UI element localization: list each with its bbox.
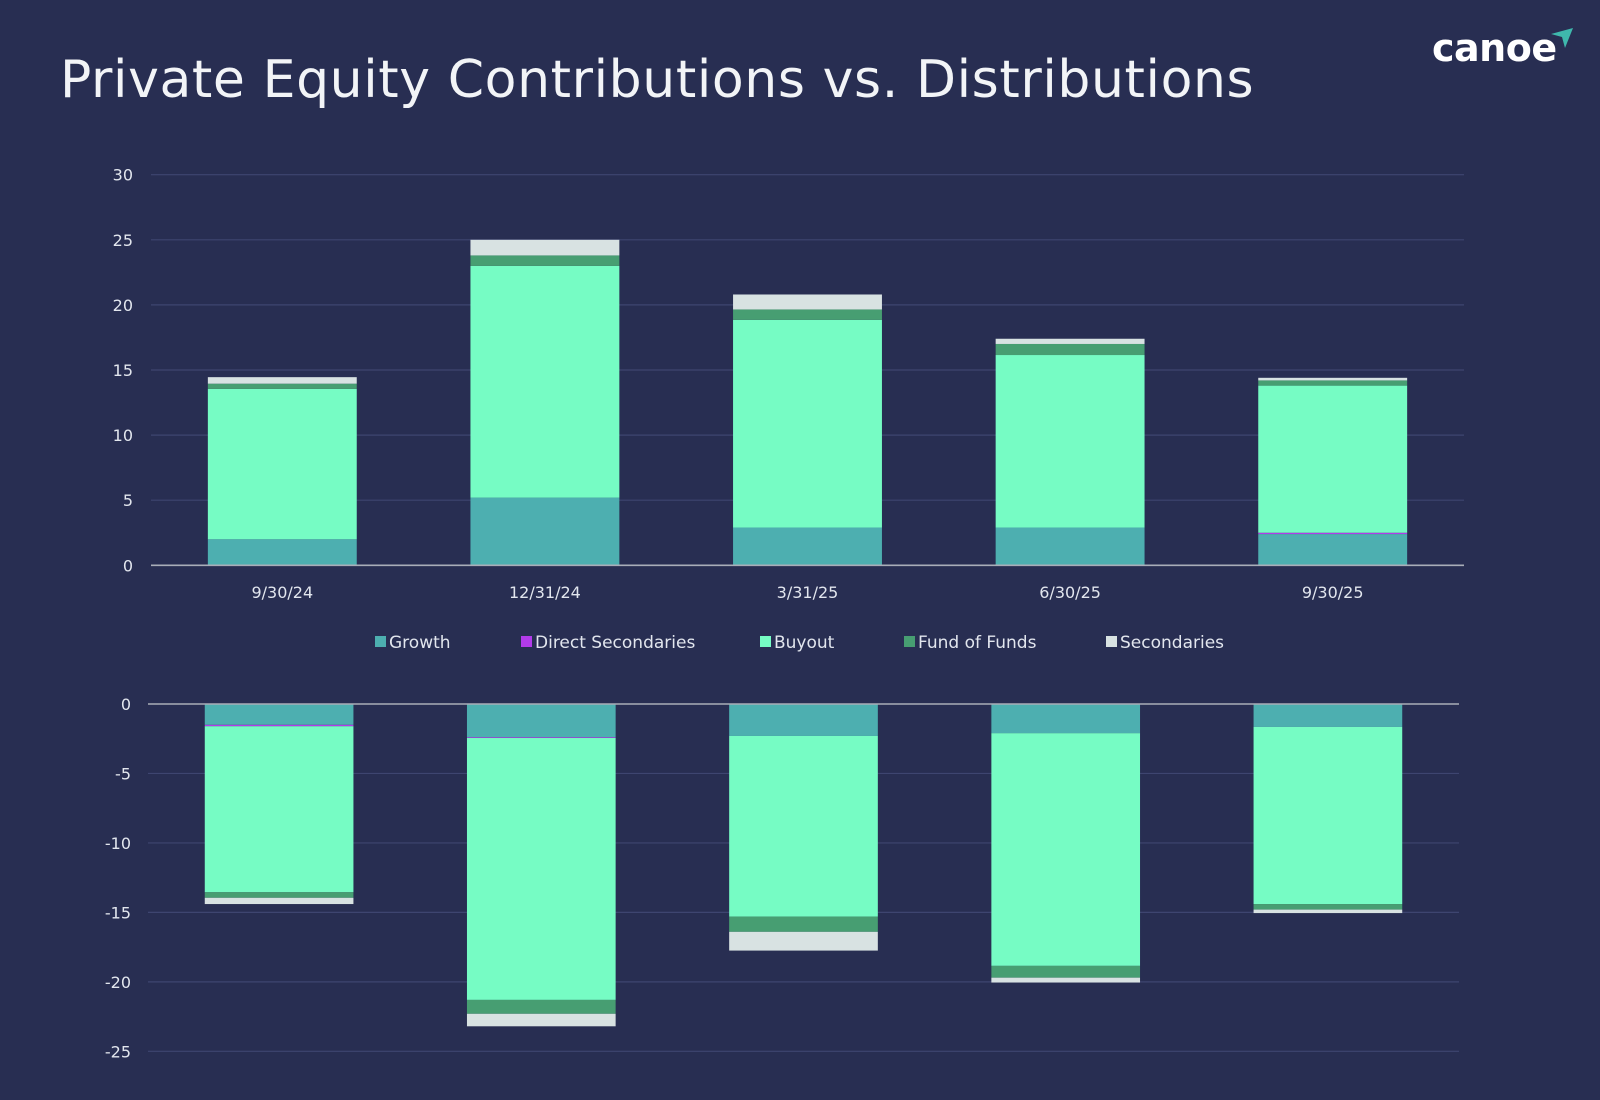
bar-segment-growth	[991, 704, 1141, 734]
legend-item: Fund of Funds	[904, 633, 1037, 653]
bar-segment-buyout	[1258, 385, 1408, 533]
legend-swatch	[760, 636, 771, 647]
bar-segment-growth	[204, 704, 354, 725]
bar-segment-secondaries	[466, 1013, 616, 1027]
y-tick-label: -25	[105, 1042, 131, 1061]
paper-plane-icon	[1550, 28, 1573, 48]
bar-segment-fund-of-funds	[995, 343, 1145, 356]
bar-stack	[991, 704, 1141, 983]
bar-segment-secondaries	[207, 377, 357, 384]
bar-segment-direct-secondaries	[1258, 532, 1408, 535]
y-tick-label: 15	[113, 361, 133, 380]
x-tick-label: 9/30/25	[1302, 583, 1364, 602]
bar-segment-direct-secondaries	[204, 724, 354, 727]
bar-segment-fund-of-funds	[466, 999, 616, 1014]
bar-segment-growth	[1253, 704, 1403, 727]
legend-swatch	[904, 636, 915, 647]
y-tick-label: 0	[121, 695, 131, 714]
x-tick-label: 3/31/25	[777, 583, 839, 602]
bar-segment-fund-of-funds	[729, 916, 878, 932]
page-title: Private Equity Contributions vs. Distrib…	[60, 50, 1255, 110]
x-tick-label: 9/30/24	[251, 583, 313, 602]
y-tick-label: -10	[105, 834, 131, 853]
bar-segment-buyout	[729, 735, 878, 917]
bar-segment-growth	[995, 527, 1145, 566]
legend-label: Fund of Funds	[918, 633, 1037, 653]
y-tick-label: 0	[123, 556, 133, 575]
bar-segment-secondaries	[1258, 377, 1408, 381]
legend-label: Growth	[389, 633, 451, 653]
y-tick-label: 10	[113, 426, 133, 445]
y-tick-label: 30	[113, 166, 133, 185]
bar-stack	[995, 338, 1145, 566]
bar-segment-growth	[470, 497, 620, 566]
bar-stack	[733, 294, 882, 566]
y-tick-label: -15	[105, 903, 131, 922]
legend-swatch	[375, 636, 386, 647]
bar-segment-fund-of-funds	[1258, 380, 1408, 386]
bar-segment-secondaries	[729, 931, 878, 951]
bar-segment-secondaries	[1253, 909, 1403, 914]
bar-stack	[207, 377, 357, 566]
legend-label: Direct Secondaries	[535, 633, 695, 653]
bar-stack	[204, 704, 354, 905]
legend: Growth Direct Secondaries Buyout Fund of Fu…	[375, 633, 1224, 653]
bar-segment-secondaries	[733, 294, 882, 310]
bar-segment-buyout	[204, 726, 354, 893]
distributions-chart: 0 -5 -10 -15 -20 -25	[105, 695, 1459, 1061]
bar-segment-buyout	[995, 355, 1145, 528]
bar-segment-secondaries	[995, 338, 1145, 344]
legend-item: Growth	[375, 633, 451, 653]
bar-segment-fund-of-funds	[991, 965, 1141, 978]
bar-segment-buyout	[207, 388, 357, 540]
bar-segment-fund-of-funds	[1253, 904, 1403, 910]
bar-segment-buyout	[991, 733, 1141, 966]
y-tick-label: -5	[115, 764, 131, 783]
bar-stack	[729, 704, 878, 951]
logo-text: canoe	[1432, 26, 1557, 70]
bar-segment-growth	[466, 704, 616, 738]
bar-segment-buyout	[466, 738, 616, 1000]
bar-segment-growth	[733, 527, 882, 566]
bar-segment-growth	[729, 704, 878, 736]
legend-label: Secondaries	[1120, 633, 1224, 653]
y-tick-label: 20	[113, 296, 133, 315]
legend-item: Direct Secondaries	[521, 633, 695, 653]
legend-swatch	[1106, 636, 1117, 647]
legend-label: Buyout	[774, 633, 835, 653]
contributions-chart: 0 5 10 15 20 25 30 9/30/24 12/31/24 3/31/25 6/30/2…	[113, 166, 1464, 602]
bar-segment-buyout	[1253, 726, 1403, 905]
bar-segment-fund-of-funds	[204, 892, 354, 898]
legend-swatch	[521, 636, 532, 647]
bar-segment-buyout	[470, 265, 620, 498]
bar-segment-secondaries	[470, 239, 620, 256]
bar-stack	[1253, 704, 1403, 914]
bar-segment-fund-of-funds	[470, 255, 620, 266]
bar-segment-secondaries	[204, 897, 354, 905]
legend-item: Buyout	[760, 633, 835, 653]
bar-stack	[470, 239, 620, 566]
bar-stack	[1258, 377, 1408, 566]
bar-stack	[466, 704, 616, 1027]
bar-segment-secondaries	[991, 977, 1141, 983]
bar-segment-growth	[207, 539, 357, 566]
bar-segment-growth	[1258, 534, 1408, 566]
y-tick-label: 5	[123, 491, 133, 510]
bar-segment-fund-of-funds	[207, 383, 357, 389]
y-tick-label: 25	[113, 231, 133, 250]
bar-segment-buyout	[733, 319, 882, 528]
bar-segment-direct-secondaries	[466, 737, 616, 739]
x-tick-label: 6/30/25	[1039, 583, 1101, 602]
y-tick-label: -20	[105, 973, 131, 992]
bar-segment-fund-of-funds	[733, 309, 882, 320]
x-tick-label: 12/31/24	[509, 583, 581, 602]
legend-item: Secondaries	[1106, 633, 1224, 653]
canoe-logo: canoe	[1432, 26, 1573, 70]
